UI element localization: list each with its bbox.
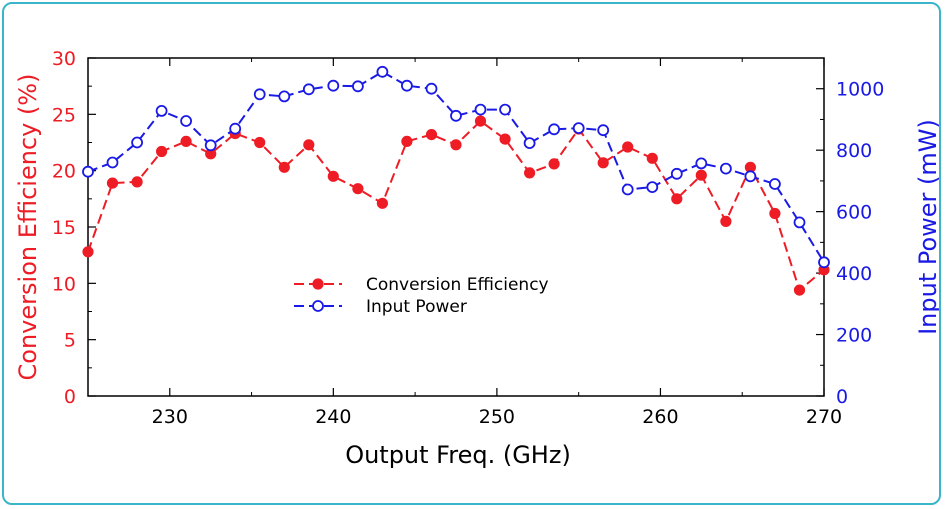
legend-label-input-power: Input Power <box>366 297 467 317</box>
data-point-conversion-efficiency <box>82 246 94 258</box>
plot-frame <box>87 57 825 397</box>
legend-label-conversion-efficiency: Conversion Efficiency <box>366 275 549 295</box>
data-point-conversion-efficiency <box>352 183 364 195</box>
data-point-input-power <box>499 103 512 116</box>
series-line-input-power <box>87 70 825 263</box>
data-point-input-power <box>180 115 193 127</box>
legend-marker-conversion-efficiency <box>312 278 324 290</box>
left-tick-label: 20 <box>52 161 76 183</box>
data-point-input-power <box>720 162 732 175</box>
data-point-input-power <box>327 79 340 92</box>
data-point-input-power <box>450 109 462 122</box>
data-point-input-power <box>597 124 610 137</box>
chart-svg: 0 5 10 15 20 25 30 0 200 400 600 800 1000 230 240 250… <box>14 48 942 469</box>
data-point-input-power <box>670 167 683 180</box>
right-tick-label: 200 <box>836 325 872 347</box>
data-point-conversion-efficiency <box>401 135 413 147</box>
data-point-conversion-efficiency <box>450 139 462 151</box>
legend-entry-input-power: Input Power <box>294 297 467 317</box>
data-point-conversion-efficiency <box>106 177 119 189</box>
data-point-input-power <box>548 123 560 136</box>
data-point-input-power <box>376 65 389 78</box>
data-point-input-power <box>106 156 119 169</box>
data-point-input-power <box>400 79 413 92</box>
series-layer <box>82 65 830 296</box>
data-point-conversion-efficiency <box>695 169 707 181</box>
left-tick-label: 5 <box>64 330 76 352</box>
x-axis-label: Output Freq. (GHz) <box>345 441 571 469</box>
left-axis-ticks: 0 5 10 15 20 25 30 <box>52 48 96 408</box>
data-point-conversion-efficiency <box>303 139 315 151</box>
legend: Conversion Efficiency Input Power <box>294 275 549 317</box>
bottom-tick-label: 240 <box>315 406 351 428</box>
left-tick-label: 15 <box>52 217 76 239</box>
data-point-conversion-efficiency <box>548 158 560 170</box>
left-tick-label: 10 <box>52 273 76 295</box>
data-point-input-power <box>155 105 168 117</box>
right-tick-label: 0 <box>836 386 848 408</box>
right-axis-ticks: 0 200 400 600 800 1000 <box>816 79 884 408</box>
data-point-conversion-efficiency <box>254 136 266 149</box>
data-point-input-power <box>621 183 634 196</box>
data-point-input-power <box>131 136 144 149</box>
data-point-input-power <box>82 165 94 178</box>
data-point-conversion-efficiency <box>425 129 438 141</box>
data-point-input-power <box>695 157 708 170</box>
data-point-input-power <box>769 178 781 190</box>
data-point-input-power <box>302 83 315 96</box>
bottom-tick-label: 250 <box>479 406 515 428</box>
data-point-input-power <box>351 80 364 93</box>
data-point-conversion-efficiency <box>646 152 658 164</box>
data-point-input-power <box>793 216 806 229</box>
data-point-input-power <box>204 139 217 152</box>
right-tick-label: 1000 <box>836 79 884 101</box>
data-point-input-power <box>253 88 266 101</box>
data-point-conversion-efficiency <box>622 141 634 153</box>
right-axis-label: Input Power (mW) <box>914 119 939 335</box>
data-point-input-power <box>646 181 659 194</box>
legend-marker-input-power <box>312 300 324 312</box>
right-tick-label: 800 <box>836 140 872 162</box>
bottom-tick-label: 270 <box>806 406 842 428</box>
bottom-axis-ticks: 230 240 250 260 270 <box>87 58 842 428</box>
left-tick-label: 25 <box>52 104 76 126</box>
data-point-conversion-efficiency <box>131 176 143 188</box>
data-point-input-power <box>818 256 830 269</box>
data-point-input-power <box>425 82 438 95</box>
data-point-input-power <box>229 122 242 135</box>
legend-entry-conversion-efficiency: Conversion Efficiency <box>294 275 549 295</box>
bottom-tick-label: 230 <box>152 406 188 428</box>
data-point-input-power <box>572 122 585 134</box>
data-point-conversion-efficiency <box>474 115 487 127</box>
data-point-conversion-efficiency <box>327 170 339 182</box>
data-point-input-power <box>278 90 291 103</box>
left-tick-label: 0 <box>64 386 76 408</box>
data-point-conversion-efficiency <box>597 157 609 169</box>
left-axis-label: Conversion Efficiency (%) <box>14 74 42 381</box>
data-point-input-power <box>474 103 487 116</box>
left-tick-label: 30 <box>52 48 76 70</box>
right-tick-label: 400 <box>836 263 872 285</box>
data-point-input-power <box>523 137 536 150</box>
data-point-conversion-efficiency <box>376 197 388 209</box>
data-point-conversion-efficiency <box>180 135 192 147</box>
data-point-conversion-efficiency <box>156 145 168 158</box>
data-point-input-power <box>744 170 757 183</box>
data-point-conversion-efficiency <box>793 284 806 296</box>
data-point-conversion-efficiency <box>769 207 781 220</box>
data-point-conversion-efficiency <box>720 215 732 227</box>
plot-area <box>87 57 825 397</box>
data-point-conversion-efficiency <box>278 161 290 173</box>
data-point-conversion-efficiency <box>523 167 536 179</box>
data-point-conversion-efficiency <box>671 193 683 205</box>
data-point-conversion-efficiency <box>499 133 511 145</box>
bottom-tick-label: 260 <box>642 406 678 428</box>
right-tick-label: 600 <box>836 202 872 224</box>
